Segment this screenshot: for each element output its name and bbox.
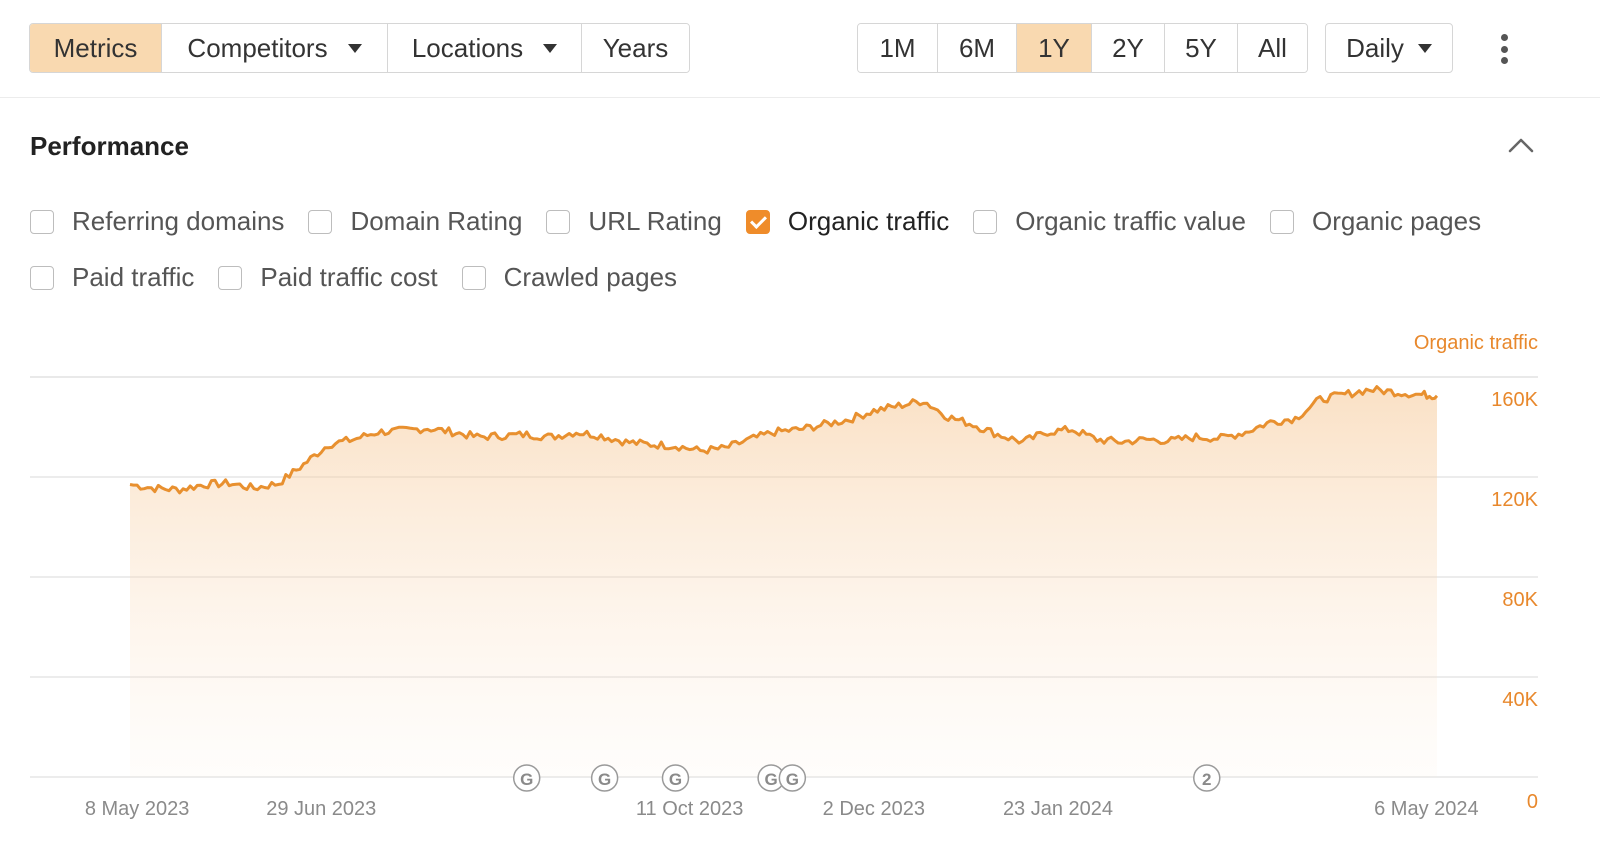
tab-locations-label: Locations (411, 32, 524, 63)
organic-traffic-line[interactable] (129, 385, 1439, 495)
range-all-label: All (1258, 32, 1287, 63)
metric-checkboxes-row-2: Paid traffic Paid traffic cost Crawled p… (30, 262, 701, 293)
tab-years[interactable]: Years (582, 24, 689, 72)
y-tick-label: 40K (1502, 689, 1538, 711)
google-update-icon[interactable]: G (757, 764, 785, 792)
tab-years-label: Years (602, 32, 669, 63)
checkbox-organic-traffic-value[interactable]: Organic traffic value (973, 206, 1246, 237)
more-options-icon[interactable] (1497, 34, 1511, 64)
tab-competitors[interactable]: Competitors (162, 24, 388, 72)
chevron-up-icon[interactable] (1508, 136, 1534, 154)
range-6m-button[interactable]: 6M (938, 24, 1017, 72)
tab-locations[interactable]: Locations (388, 24, 582, 72)
checkbox-label: URL Rating (588, 206, 722, 236)
range-selector: 1M 6M 1Y 2Y 5Y All (857, 23, 1308, 73)
range-1m-button[interactable]: 1M (858, 24, 938, 72)
checkbox-label: Referring domains (72, 206, 285, 236)
interval-dropdown[interactable]: Daily (1325, 23, 1453, 73)
tab-competitors-label: Competitors (187, 32, 328, 63)
range-2y-label: 2Y (1112, 32, 1144, 63)
svg-text:G: G (520, 770, 533, 789)
range-all-button[interactable]: All (1238, 24, 1307, 72)
annotation-marker[interactable]: 2 (1193, 764, 1221, 792)
checkbox-paid-traffic-cost[interactable]: Paid traffic cost (218, 262, 438, 293)
google-update-icon[interactable]: G (590, 764, 619, 792)
checkbox-organic-pages[interactable]: Organic pages (1269, 206, 1482, 237)
series-label: Organic traffic (1413, 332, 1538, 354)
x-tick-label: 6 May 2024 (1374, 798, 1479, 820)
interval-label: Daily (1346, 32, 1404, 63)
range-1m-label: 1M (879, 32, 916, 63)
tab-metrics[interactable]: Metrics (30, 24, 162, 72)
checkbox-box-checked[interactable] (745, 209, 770, 234)
toolbar: Metrics Competitors Locations Years 1M 6… (0, 0, 1600, 98)
caret-down-icon (347, 43, 362, 53)
checkbox-box[interactable] (30, 265, 54, 290)
caret-down-icon (1417, 43, 1432, 53)
checkbox-organic-traffic[interactable]: Organic traffic (745, 206, 950, 237)
checkbox-referring-domains[interactable]: Referring domains (30, 206, 284, 237)
checkbox-label: Crawled pages (503, 262, 678, 292)
checkbox-url-rating[interactable]: URL Rating (546, 206, 722, 237)
checkbox-box[interactable] (1269, 209, 1294, 234)
checkbox-box[interactable] (973, 209, 998, 234)
svg-text:2: 2 (1202, 770, 1211, 789)
x-tick-label: 23 Jan 2024 (1003, 798, 1113, 820)
checkbox-crawled-pages[interactable]: Crawled pages (461, 262, 678, 293)
checkbox-label: Paid traffic cost (260, 262, 438, 292)
checkbox-box[interactable] (546, 209, 571, 234)
y-tick-label: 160K (1491, 389, 1538, 411)
x-tick-label: 2 Dec 2023 (823, 798, 925, 820)
range-1y-button[interactable]: 1Y (1017, 24, 1092, 72)
svg-text:G: G (764, 770, 777, 789)
x-tick-label: 29 Jun 2023 (266, 798, 376, 820)
checkbox-paid-traffic[interactable]: Paid traffic (30, 262, 194, 293)
checkbox-label: Paid traffic (72, 262, 195, 292)
checkbox-box[interactable] (308, 209, 333, 234)
svg-text:G: G (786, 770, 799, 789)
range-5y-label: 5Y (1185, 32, 1217, 63)
caret-down-icon (543, 43, 558, 53)
svg-text:G: G (598, 770, 611, 789)
checkbox-box[interactable] (30, 209, 54, 234)
checkbox-domain-rating[interactable]: Domain Rating (308, 206, 522, 237)
range-1y-label: 1Y (1038, 32, 1070, 63)
checkbox-box[interactable] (218, 265, 243, 290)
checkbox-box[interactable] (461, 265, 486, 290)
y-tick-label: 120K (1491, 489, 1538, 511)
organic-traffic-area (130, 386, 1437, 777)
y-tick-label: 0 (1527, 791, 1538, 813)
checkbox-label: Organic traffic value (1015, 206, 1246, 236)
checkbox-label: Organic traffic (787, 206, 950, 236)
google-update-icon[interactable]: G (661, 764, 690, 792)
svg-text:G: G (669, 770, 682, 789)
section-title: Performance (30, 131, 189, 161)
x-tick-label: 8 May 2023 (85, 798, 190, 820)
range-6m-label: 6M (958, 32, 996, 63)
range-5y-button[interactable]: 5Y (1165, 24, 1238, 72)
checkbox-label: Organic pages (1311, 206, 1482, 236)
y-tick-label: 80K (1502, 589, 1538, 611)
google-update-icon[interactable]: G (778, 764, 807, 792)
metric-checkboxes-row-1: Referring domains Domain Rating URL Rati… (30, 206, 1505, 237)
tab-metrics-label: Metrics (53, 32, 138, 63)
x-tick-label: 11 Oct 2023 (636, 798, 743, 820)
range-2y-button[interactable]: 2Y (1092, 24, 1165, 72)
view-tabs: Metrics Competitors Locations Years (29, 23, 690, 73)
checkbox-label: Domain Rating (350, 206, 523, 236)
google-update-icon[interactable]: G (512, 764, 541, 792)
